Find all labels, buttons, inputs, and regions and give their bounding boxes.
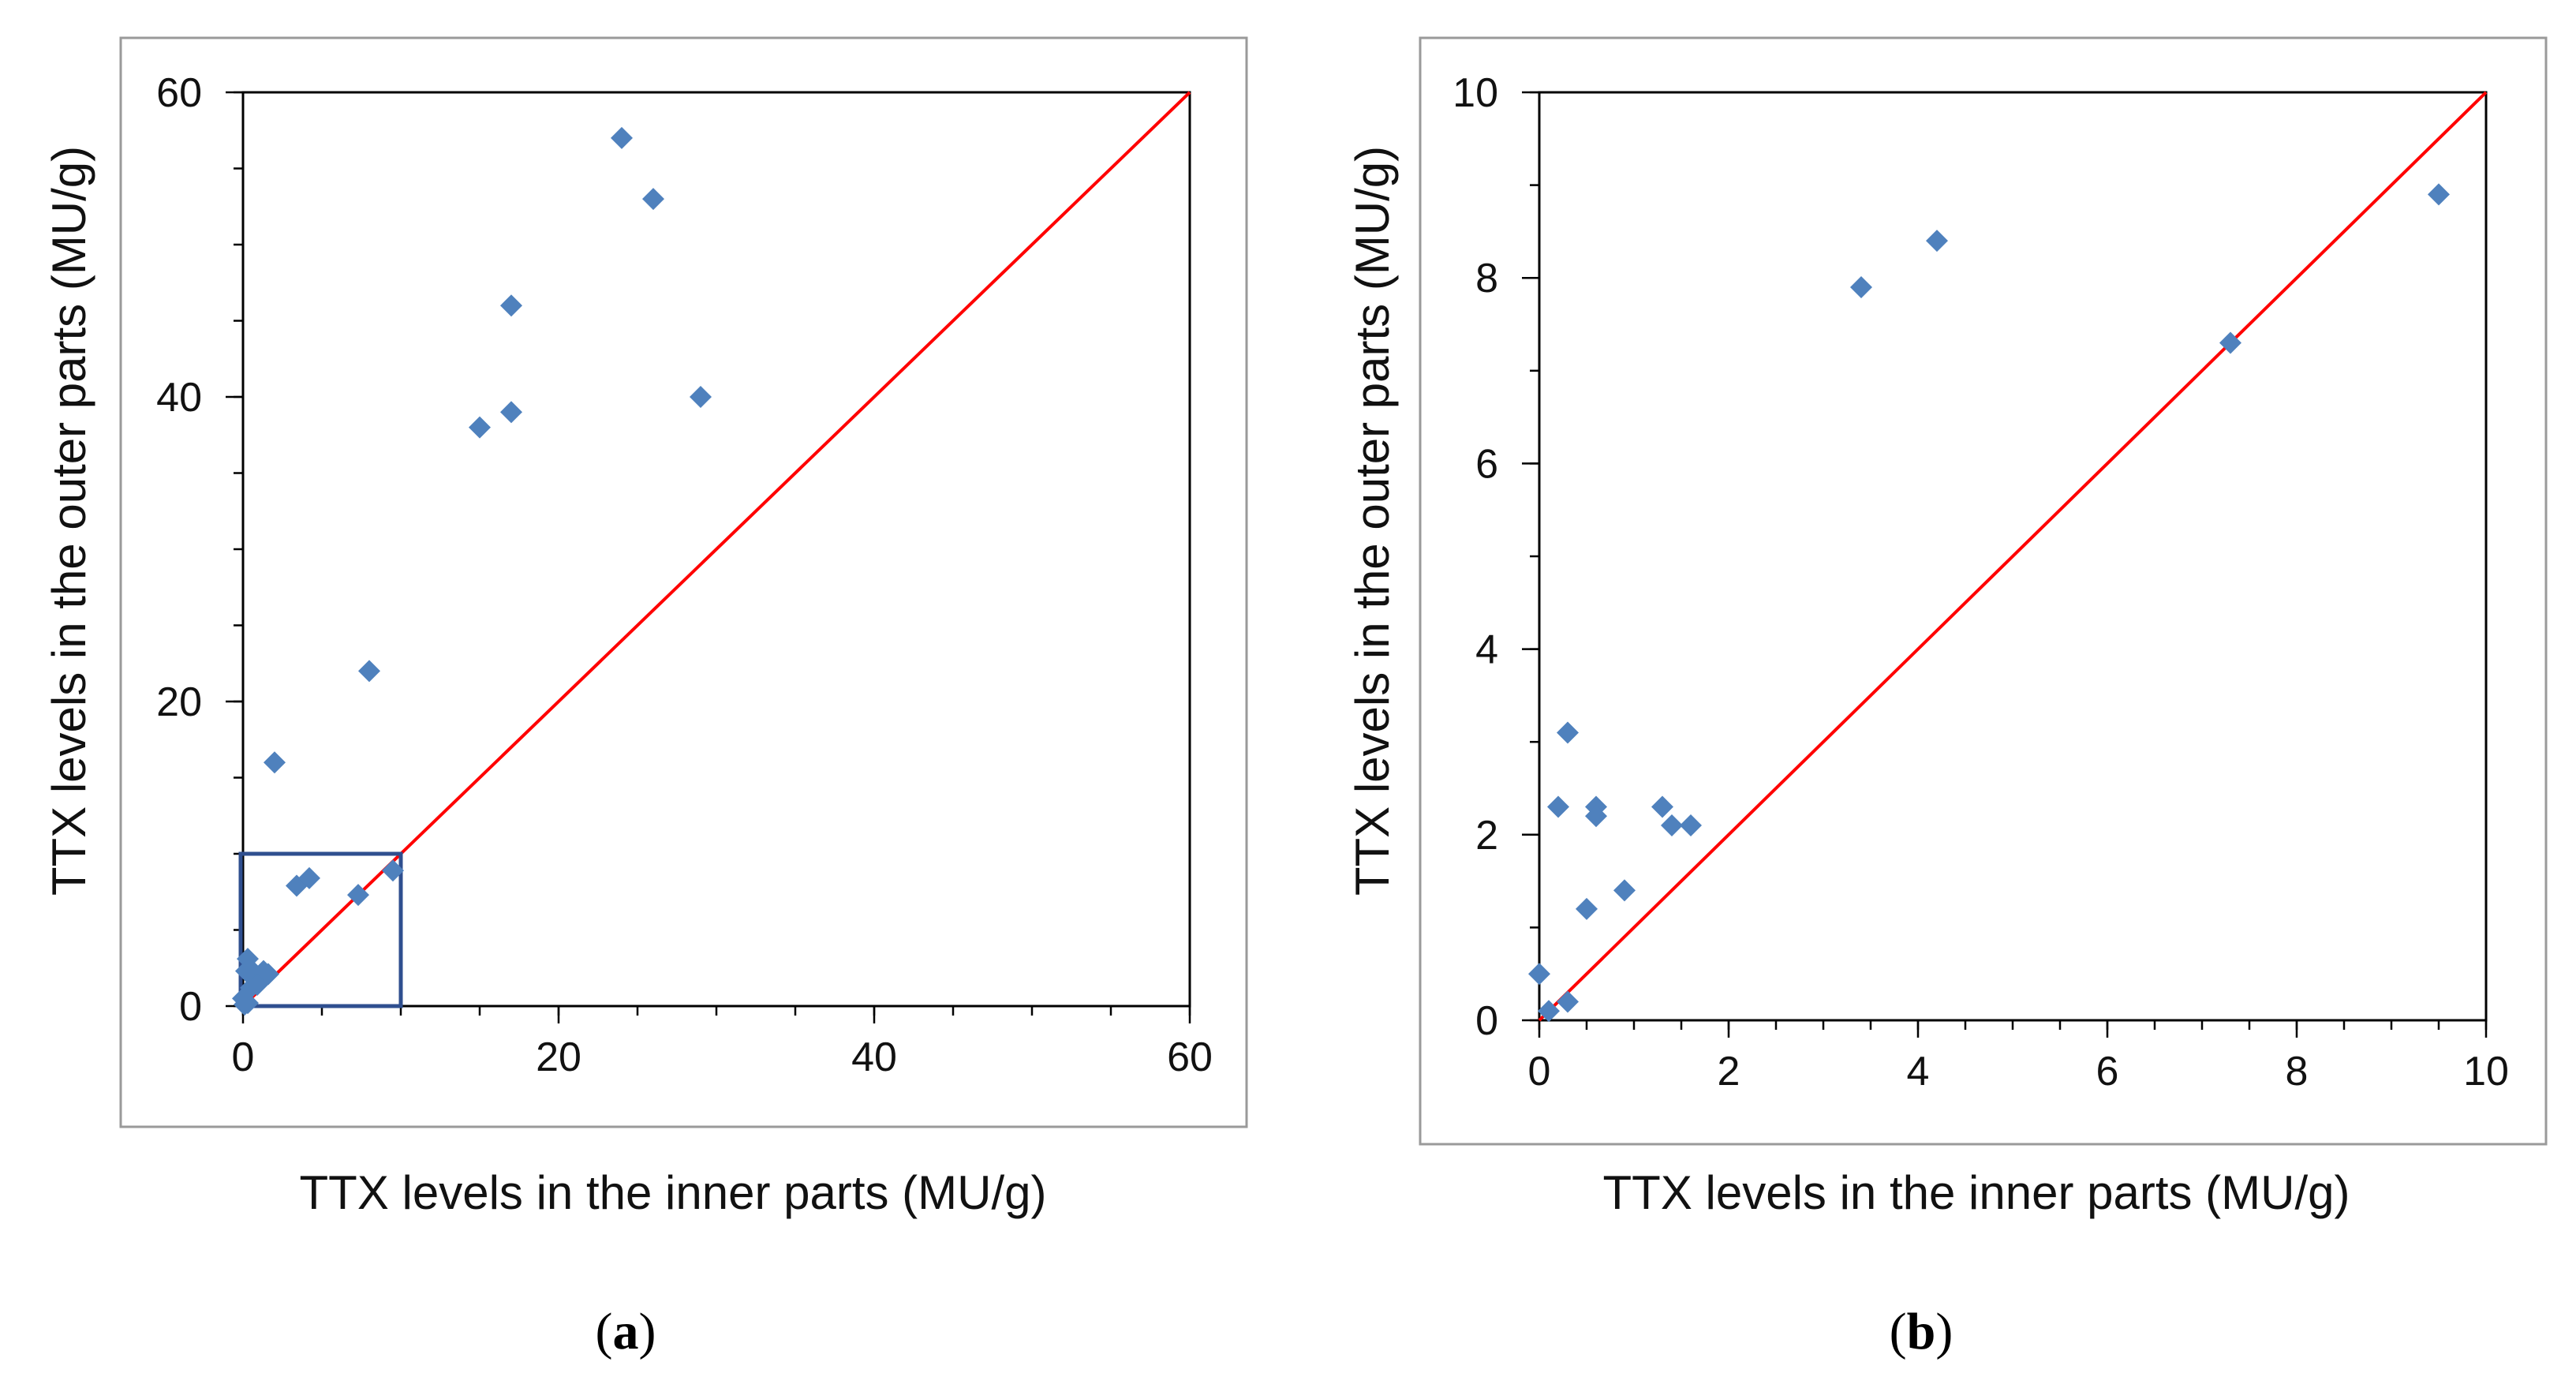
panel-a-data-point xyxy=(358,660,380,683)
panel-a-zoom-box xyxy=(238,851,403,1008)
panel-b-y-axis-title: TTX levels in the outer parts (MU/g) xyxy=(1346,146,1399,896)
panel-a-y-tick-label: 0 xyxy=(179,984,202,1030)
panel-a-x-axis-title: TTX levels in the inner parts (MU/g) xyxy=(300,1166,1047,1219)
panel-a-x-tick-label: 40 xyxy=(851,1034,897,1080)
panel-a-y-axis-title: TTX levels in the outer parts (MU/g) xyxy=(43,146,95,896)
panel-a-data-point xyxy=(500,401,522,424)
panel-b-y-tick-label: 8 xyxy=(1475,256,1498,301)
panel-a-caption-letter: a xyxy=(613,1303,639,1360)
panel-b-data-point xyxy=(1585,805,1607,828)
panel-b-x-tick-label: 4 xyxy=(1907,1049,1930,1094)
panel-a-chart: 0 20 40 60 0 20 40 60 TTX levels in the inner p… xyxy=(43,36,1248,1360)
panel-b-data-point xyxy=(1661,814,1683,837)
panel-b-data-point xyxy=(1926,230,1948,253)
panel-b-y-tick-label: 10 xyxy=(1453,70,1498,116)
panel-b-data-point xyxy=(1538,1000,1560,1023)
panel-a-data-point xyxy=(298,866,320,889)
panel-b-caption-letter: b xyxy=(1907,1303,1936,1360)
panel-b-y-tick-label: 0 xyxy=(1475,998,1498,1044)
panel-a-data-point xyxy=(642,188,664,211)
panel-a-x-tick-label: 20 xyxy=(536,1034,581,1080)
panel-b-x-tick-label: 8 xyxy=(2286,1049,2309,1094)
panel-a-marks xyxy=(232,91,1191,1016)
panel-a-data-point xyxy=(469,416,491,439)
panel-b-frame xyxy=(1419,36,2548,1146)
panel-b-x-axis-title: TTX levels in the inner parts (MU/g) xyxy=(1603,1166,2350,1219)
panel-b-data-point xyxy=(1576,897,1598,920)
panel-a-data-point xyxy=(500,294,522,317)
panel-a-y-tick-label: 20 xyxy=(156,679,202,725)
panel-b-marks xyxy=(1528,91,2488,1023)
panel-b-data-point xyxy=(2219,331,2241,354)
panel-a-data-point xyxy=(234,993,256,1016)
panel-b-axes: 0 2 4 6 8 10 0 2 4 6 8 10 xyxy=(1453,70,2509,1094)
panel-b-data-point xyxy=(1557,721,1579,744)
panel-a-axes: 0 20 40 60 0 20 40 60 xyxy=(156,70,1213,1080)
panel-b-data-point xyxy=(2428,183,2450,206)
panel-b-data-point xyxy=(1613,879,1636,902)
panel-b-data-point xyxy=(1680,814,1702,837)
panel-a-x-tick-label: 0 xyxy=(232,1034,255,1080)
panel-a-x-tick-label: 60 xyxy=(1167,1034,1213,1080)
panel-a-data-point xyxy=(690,386,712,408)
panel-b-data-point xyxy=(1557,990,1579,1013)
panel-b-x-tick-label: 6 xyxy=(2096,1049,2119,1094)
panel-b-data-point xyxy=(1651,795,1673,818)
panel-b-x-tick-label: 0 xyxy=(1528,1049,1551,1094)
panel-b-y-tick-label: 2 xyxy=(1475,813,1498,859)
panel-a-y-tick-label: 40 xyxy=(156,375,202,421)
panel-b-x-tick-label: 10 xyxy=(2463,1049,2509,1094)
panel-b-reference-line xyxy=(1538,91,2488,1022)
panel-b-data-point xyxy=(1547,795,1569,818)
panel-a-caption: (a) xyxy=(596,1303,656,1360)
panel-b-data-point xyxy=(1528,963,1550,986)
panel-a-data-point xyxy=(264,751,286,774)
panel-b-x-tick-label: 2 xyxy=(1718,1049,1740,1094)
panel-b-chart: 0 2 4 6 8 10 0 2 4 6 8 10 TTX levels in the inner p… xyxy=(1346,36,2548,1360)
panel-a-data-point xyxy=(382,859,404,882)
panel-b-data-point xyxy=(1850,275,1872,298)
panel-a-data-point xyxy=(347,884,369,907)
panel-a-data-point xyxy=(611,126,633,149)
panel-b-y-tick-label: 6 xyxy=(1475,441,1498,487)
panel-a-y-tick-label: 60 xyxy=(156,70,202,116)
panel-b-caption: (b) xyxy=(1890,1303,1953,1360)
panel-b-y-tick-label: 4 xyxy=(1475,627,1498,673)
